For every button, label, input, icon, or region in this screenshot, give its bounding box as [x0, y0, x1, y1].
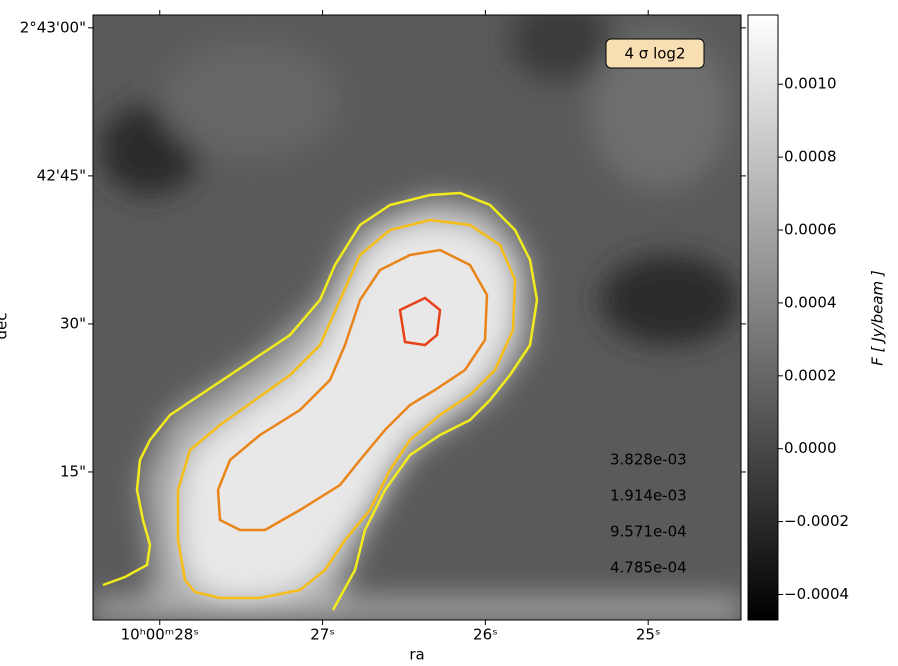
- colorbar-tick-label: 0.0010: [784, 75, 837, 93]
- y-tick-label: 2°43'00": [20, 18, 86, 36]
- colorbar-tick-label: 0.0000: [784, 439, 837, 457]
- y-tick-label: 30": [60, 314, 86, 332]
- contour-level-label: 4.785e-04: [610, 559, 687, 577]
- y-tick-label: 15": [60, 462, 86, 480]
- chart: 4 σ log2 ra dec F [ Jy/beam ] 10ʰ00ᵐ28ˢ 2…: [0, 0, 898, 666]
- colorbar: [748, 15, 778, 620]
- x-tick-label: 25ˢ: [636, 626, 661, 644]
- contour-level-label: 3.828e-03: [610, 451, 687, 469]
- x-tick-label: 10ʰ00ᵐ28ˢ: [121, 626, 199, 644]
- x-tick-label: 27ˢ: [310, 626, 335, 644]
- colorbar-tick-label: 0.0006: [784, 221, 837, 239]
- colorbar-tick-label: 0.0002: [784, 366, 837, 384]
- colorbar-label: F [ Jy/beam ]: [869, 270, 887, 366]
- contour-level-label: 9.571e-04: [610, 523, 687, 541]
- annotation: 4 σ log2: [625, 45, 686, 63]
- colorbar-tick-label: 0.0008: [784, 148, 837, 166]
- x-tick-label: 26ˢ: [473, 626, 498, 644]
- x-axis-label: ra: [409, 646, 424, 664]
- colorbar-tick-label: −0.0004: [784, 585, 849, 603]
- y-tick-label: 42'45": [37, 166, 86, 184]
- page: 4 σ log2 ra dec F [ Jy/beam ] 10ʰ00ᵐ28ˢ 2…: [0, 0, 898, 666]
- colorbar-tick-label: −0.0002: [784, 512, 849, 530]
- y-axis-label: dec: [0, 313, 11, 340]
- contour-level-label: 1.914e-03: [610, 487, 687, 505]
- colorbar-tick-label: 0.0004: [784, 293, 837, 311]
